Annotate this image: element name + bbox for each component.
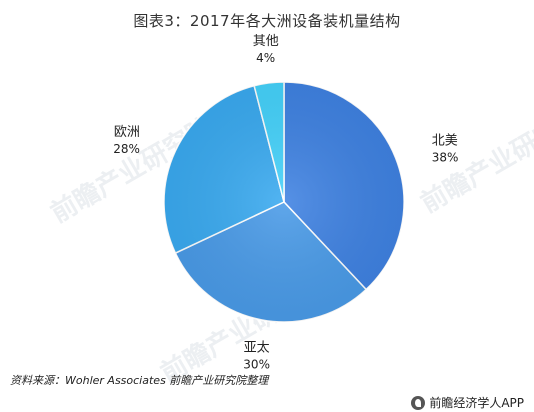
slice-value-4: 4% bbox=[256, 51, 275, 65]
chart-title: 图表3：2017年各大洲设备装机量结构 bbox=[133, 12, 401, 30]
slice-value-1: 38% bbox=[432, 150, 459, 164]
slice-label-4: 其他 bbox=[253, 34, 279, 49]
slice-value-2: 30% bbox=[243, 357, 270, 371]
footer-brand: 前瞻经济学人APP bbox=[411, 394, 524, 411]
slice-label-1: 北美 bbox=[432, 133, 458, 148]
source-text: Wohler Associates 前瞻产业研究院整理 bbox=[65, 374, 269, 387]
slice-label-3: 欧洲 bbox=[114, 125, 140, 140]
source-label: 资料来源： bbox=[10, 374, 65, 387]
source-note: 资料来源：Wohler Associates 前瞻产业研究院整理 bbox=[10, 372, 268, 388]
brand-logo-icon bbox=[411, 395, 426, 410]
slice-value-3: 28% bbox=[113, 142, 140, 156]
brand-name: 前瞻经济学人APP bbox=[429, 396, 524, 410]
slice-label-2: 亚太 bbox=[244, 340, 270, 355]
